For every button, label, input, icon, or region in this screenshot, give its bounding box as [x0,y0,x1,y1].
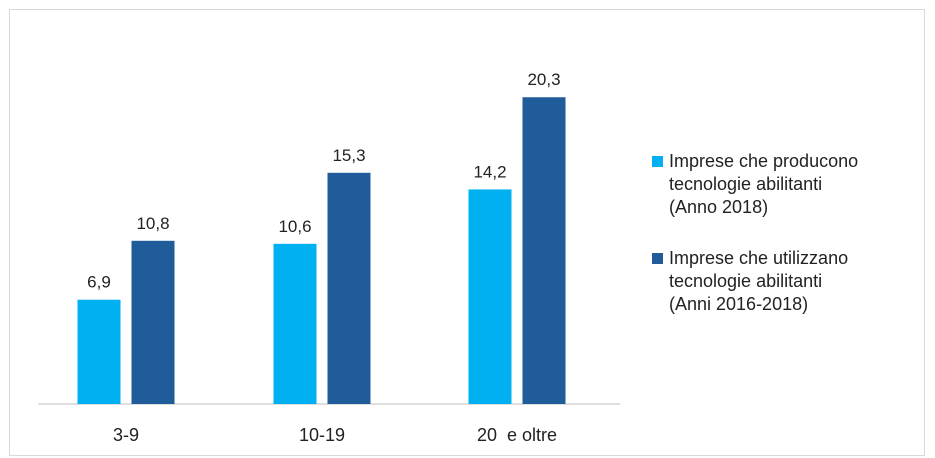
value-label-utilizzano-2: 20,3 [527,70,560,89]
legend-item-producono: Imprese che producono tecnologie abilita… [652,150,858,219]
bars-group [77,97,566,404]
x-tick-label-1: 10-19 [299,425,345,445]
bar-producono-1 [273,243,317,404]
value-labels-group: 6,9 10,8 10,6 15,3 14,2 20,3 [87,70,560,291]
value-label-utilizzano-1: 15,3 [332,146,365,165]
bar-producono-0 [77,299,121,404]
legend-label-utilizzano: Imprese che utilizzano tecnologie abilit… [669,248,849,314]
legend-swatch-producono [652,156,663,167]
x-tick-label-2: 20 e oltre [477,425,557,445]
value-label-producono-2: 14,2 [473,162,506,181]
bar-producono-2 [468,189,512,404]
legend-swatch-utilizzano [652,253,663,264]
bar-utilizzano-2 [522,97,566,404]
tick-labels-group: 3-9 10-19 20 e oltre [113,425,557,445]
legend-item-utilizzano: Imprese che utilizzano tecnologie abilit… [652,247,848,316]
value-label-producono-0: 6,9 [87,273,111,292]
x-tick-label-0: 3-9 [113,425,139,445]
bar-utilizzano-1 [327,172,371,404]
bar-utilizzano-0 [131,240,175,404]
value-label-producono-1: 10,6 [278,217,311,236]
legend-label-producono: Imprese che producono tecnologie abilita… [669,151,859,217]
value-label-utilizzano-0: 10,8 [136,214,169,233]
